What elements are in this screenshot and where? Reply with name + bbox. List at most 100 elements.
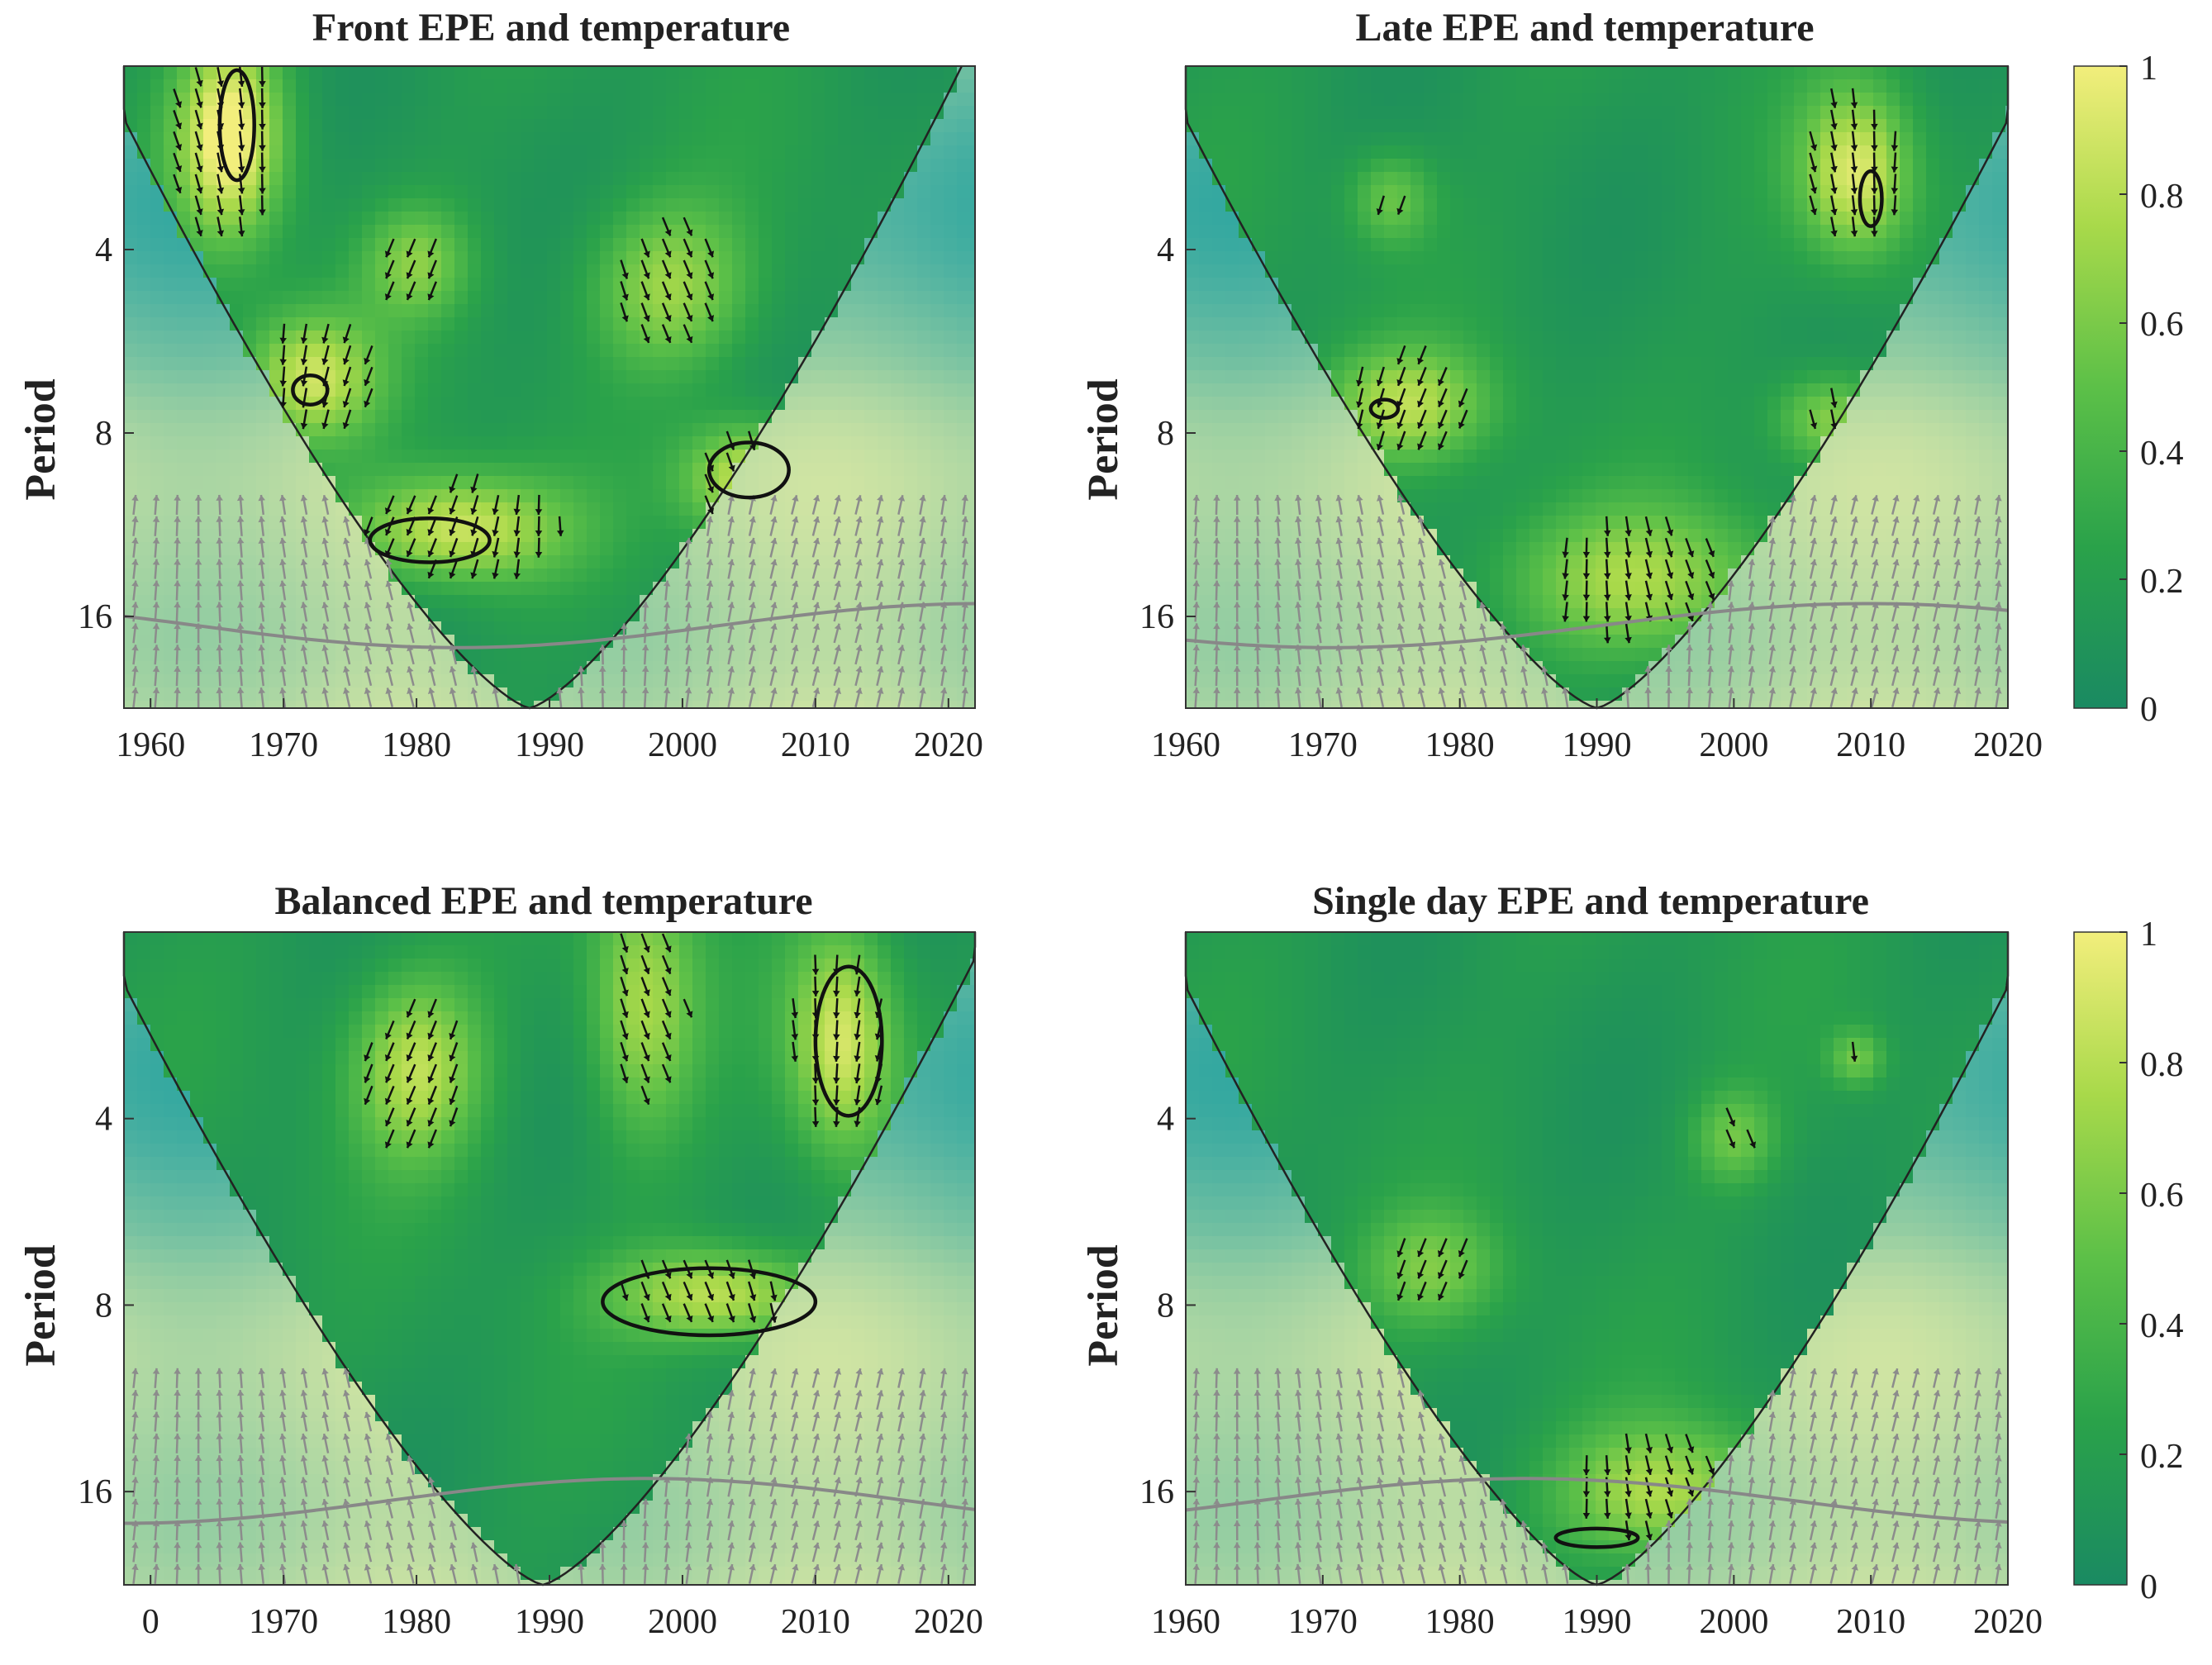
- phase-arrow: [641, 1498, 649, 1519]
- phase-arrow: [640, 324, 650, 344]
- phase-arrow: [1376, 1563, 1385, 1584]
- x-tick-label: 2000: [1699, 726, 1768, 764]
- phase-arrow: [1829, 1455, 1838, 1476]
- outside-contour: [1185, 1477, 2009, 1524]
- phase-arrow: [194, 645, 202, 665]
- phase-arrow: [640, 259, 650, 279]
- panel-balanced: Balanced EPE and temperature Period 0 197…: [17, 879, 983, 1641]
- phase-arrow: [1520, 645, 1529, 665]
- phase-arrow: [811, 559, 821, 579]
- phase-arrow: [919, 559, 926, 579]
- phase-arrow: [641, 1520, 649, 1541]
- phase-arrow: [385, 559, 394, 579]
- phase-arrow: [1829, 1390, 1838, 1410]
- phase-arrow: [279, 1390, 287, 1410]
- phase-arrow: [1417, 580, 1426, 601]
- phase-arrow: [1850, 1477, 1858, 1497]
- phase-arrow: [833, 666, 842, 687]
- phase-arrow: [279, 1520, 287, 1541]
- phase-arrow: [961, 1455, 969, 1476]
- phase-arrow: [131, 1455, 139, 1476]
- phase-arrow: [279, 366, 288, 387]
- colorbar-tick-label: 0.6: [2140, 1177, 2184, 1215]
- phase-arrow: [1253, 1390, 1262, 1410]
- phase-arrow: [1213, 687, 1220, 708]
- phase-arrow: [919, 1433, 926, 1453]
- phase-arrow: [1253, 645, 1262, 665]
- phase-arrow: [427, 687, 436, 707]
- phase-arrow: [152, 1411, 160, 1432]
- phase-arrow: [1911, 537, 1920, 558]
- phase-arrow: [1809, 152, 1818, 173]
- phase-arrow: [300, 1433, 308, 1453]
- phase-arrow: [449, 1042, 459, 1062]
- phase-arrow: [194, 1520, 202, 1541]
- phase-arrow: [1396, 1368, 1406, 1388]
- phase-arrow: [1192, 1477, 1201, 1497]
- phase-arrow: [300, 1477, 308, 1497]
- phase-arrow: [427, 1042, 438, 1062]
- phase-arrow: [258, 1368, 266, 1388]
- phase-arrow: [683, 238, 693, 258]
- phase-arrow: [684, 687, 692, 708]
- phase-arrow: [1479, 1498, 1487, 1519]
- phase-arrow: [791, 580, 799, 601]
- phase-arrow: [769, 494, 778, 515]
- phase-arrow: [1748, 1563, 1756, 1584]
- phase-arrow: [343, 1542, 351, 1563]
- phase-arrow: [258, 645, 266, 665]
- phase-arrow: [1253, 1477, 1262, 1497]
- phase-arrow: [1685, 1434, 1695, 1453]
- phase-arrow: [748, 1390, 756, 1410]
- phase-arrow: [216, 1477, 223, 1497]
- phase-arrow: [1644, 666, 1652, 687]
- phase-arrow: [385, 602, 394, 622]
- phase-arrow: [364, 687, 373, 708]
- phase-arrow: [237, 195, 245, 216]
- phase-arrow: [1974, 1542, 1981, 1563]
- phase-arrow: [1294, 1433, 1302, 1453]
- phase-arrow: [1335, 537, 1343, 558]
- phase-arrow: [854, 1041, 861, 1062]
- phase-arrow: [876, 1563, 884, 1584]
- phase-arrow: [1396, 1455, 1406, 1476]
- phase-arrow: [661, 302, 672, 322]
- phase-arrow: [1748, 1455, 1756, 1476]
- phase-arrow: [1850, 1390, 1858, 1410]
- phase-arrow: [174, 1542, 181, 1563]
- phase-arrow: [1396, 1520, 1406, 1541]
- phase-arrow: [470, 687, 478, 708]
- phase-arrow: [727, 1433, 735, 1453]
- phase-arrow: [961, 494, 969, 516]
- x-tick-label: 1990: [1563, 726, 1632, 764]
- phase-arrow: [1871, 152, 1878, 173]
- phase-arrow: [661, 238, 672, 258]
- phase-arrow: [1335, 1455, 1343, 1476]
- phase-arrow: [236, 602, 245, 622]
- phase-arrow: [854, 1542, 863, 1563]
- phase-arrow: [258, 1542, 266, 1563]
- phase-arrow: [811, 1390, 821, 1410]
- phase-arrow: [152, 1563, 160, 1584]
- phase-arrow: [1438, 645, 1447, 665]
- phase-arrow: [1603, 1498, 1611, 1519]
- phase-arrow: [1953, 1520, 1962, 1541]
- phase-arrow: [661, 259, 672, 279]
- phase-arrows: [1192, 88, 2002, 708]
- phase-arrow: [661, 1303, 672, 1323]
- phase-arrow: [1192, 687, 1201, 708]
- phase-arrow: [1213, 1563, 1220, 1584]
- phase-arrow: [385, 1455, 394, 1476]
- phase-arrow: [1686, 666, 1693, 687]
- phase-arrow: [684, 1455, 692, 1476]
- phase-arrow: [1417, 1259, 1427, 1279]
- phase-arrow: [620, 1042, 629, 1062]
- phase-arrow: [174, 1563, 181, 1584]
- phase-arrow: [1458, 580, 1467, 601]
- phase-arrow: [1213, 1390, 1220, 1410]
- phase-arrow: [640, 302, 650, 322]
- phase-arrow: [1891, 516, 1900, 536]
- phase-arrow: [1253, 602, 1262, 622]
- outside-contours: [124, 1477, 976, 1525]
